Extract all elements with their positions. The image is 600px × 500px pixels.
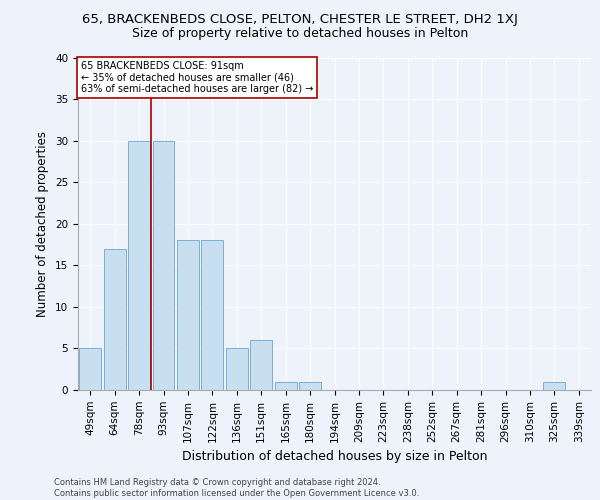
Text: Size of property relative to detached houses in Pelton: Size of property relative to detached ho… xyxy=(132,28,468,40)
Y-axis label: Number of detached properties: Number of detached properties xyxy=(37,130,49,317)
Bar xyxy=(250,340,272,390)
Bar xyxy=(79,348,101,390)
Text: Contains HM Land Registry data © Crown copyright and database right 2024.
Contai: Contains HM Land Registry data © Crown c… xyxy=(54,478,419,498)
Text: 65 BRACKENBEDS CLOSE: 91sqm
← 35% of detached houses are smaller (46)
63% of sem: 65 BRACKENBEDS CLOSE: 91sqm ← 35% of det… xyxy=(80,61,313,94)
Bar xyxy=(275,382,296,390)
Bar xyxy=(544,382,565,390)
Bar xyxy=(152,140,175,390)
X-axis label: Distribution of detached houses by size in Pelton: Distribution of detached houses by size … xyxy=(182,450,487,463)
Bar xyxy=(226,348,248,390)
Bar xyxy=(104,248,125,390)
Bar xyxy=(299,382,321,390)
Text: 65, BRACKENBEDS CLOSE, PELTON, CHESTER LE STREET, DH2 1XJ: 65, BRACKENBEDS CLOSE, PELTON, CHESTER L… xyxy=(82,12,518,26)
Bar xyxy=(177,240,199,390)
Bar xyxy=(128,140,150,390)
Bar xyxy=(202,240,223,390)
